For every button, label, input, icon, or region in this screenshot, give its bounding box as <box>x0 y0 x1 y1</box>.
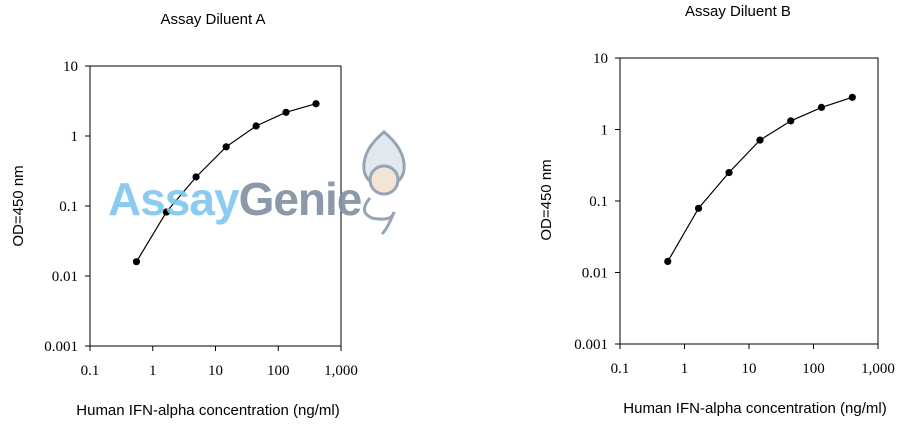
data-point <box>162 208 170 216</box>
genie-icon <box>362 130 406 236</box>
y-tick-label: 0.1 <box>59 199 78 215</box>
y-tick-label: 10 <box>593 51 608 67</box>
y-tick-label: 1 <box>601 123 609 139</box>
y-tick-label: 0.01 <box>582 266 608 282</box>
data-point <box>725 168 733 177</box>
x-tick-label: 10 <box>742 361 757 377</box>
y-tick-label: 0.1 <box>589 194 608 210</box>
x-axis-label: Human IFN-alpha concentration (ng/ml) <box>76 402 339 419</box>
y-tick-label: 0.001 <box>44 339 78 355</box>
plot-frame <box>619 57 879 345</box>
chart-title: Assay Diluent B <box>685 3 791 20</box>
x-tick-label: 1 <box>681 361 689 377</box>
data-point <box>664 257 672 265</box>
data-point <box>282 108 290 116</box>
data-point <box>312 100 320 108</box>
data-point <box>252 122 260 130</box>
data-point <box>222 143 230 151</box>
x-tick-label: 1,000 <box>324 363 358 379</box>
x-tick-label: 1 <box>149 363 157 379</box>
y-axis-label: OD=450 nm <box>538 159 555 240</box>
assaygenie-watermark-logo: AssayGenie <box>108 130 406 236</box>
x-tick-label: 0.1 <box>81 363 100 379</box>
data-point <box>694 204 703 212</box>
x-tick-label: 1,000 <box>861 361 895 377</box>
chart-assay-diluent-b: Assay Diluent B OD=450 nm Human IFN-alph… <box>538 3 895 417</box>
x-tick-label: 10 <box>208 363 223 379</box>
watermark-assay: Assay <box>108 173 240 225</box>
y-tick-label: 10 <box>63 59 78 75</box>
x-axis-label: Human IFN-alpha concentration (ng/ml) <box>623 400 886 417</box>
data-point <box>192 173 200 181</box>
y-axis-label: OD=450 nm <box>10 165 27 246</box>
y-tick-label: 1 <box>71 129 79 145</box>
data-point <box>787 117 795 125</box>
x-tick-label: 100 <box>267 363 290 379</box>
y-tick-label: 0.001 <box>574 337 608 353</box>
data-point <box>132 258 141 266</box>
chart-assay-diluent-a: Assay Diluent A OD=450 nm Human IFN-alph… <box>10 11 358 419</box>
data-point <box>848 93 856 101</box>
chart-title: Assay Diluent A <box>160 11 265 28</box>
x-tick-label: 100 <box>802 361 825 377</box>
series-line <box>667 96 853 262</box>
y-tick-label: 0.01 <box>52 269 78 285</box>
data-point <box>756 136 764 144</box>
x-tick-label: 0.1 <box>611 361 630 377</box>
data-point <box>817 103 826 111</box>
watermark-genie: Genie <box>239 173 362 225</box>
svg-text:AssayGenie: AssayGenie <box>108 173 362 225</box>
